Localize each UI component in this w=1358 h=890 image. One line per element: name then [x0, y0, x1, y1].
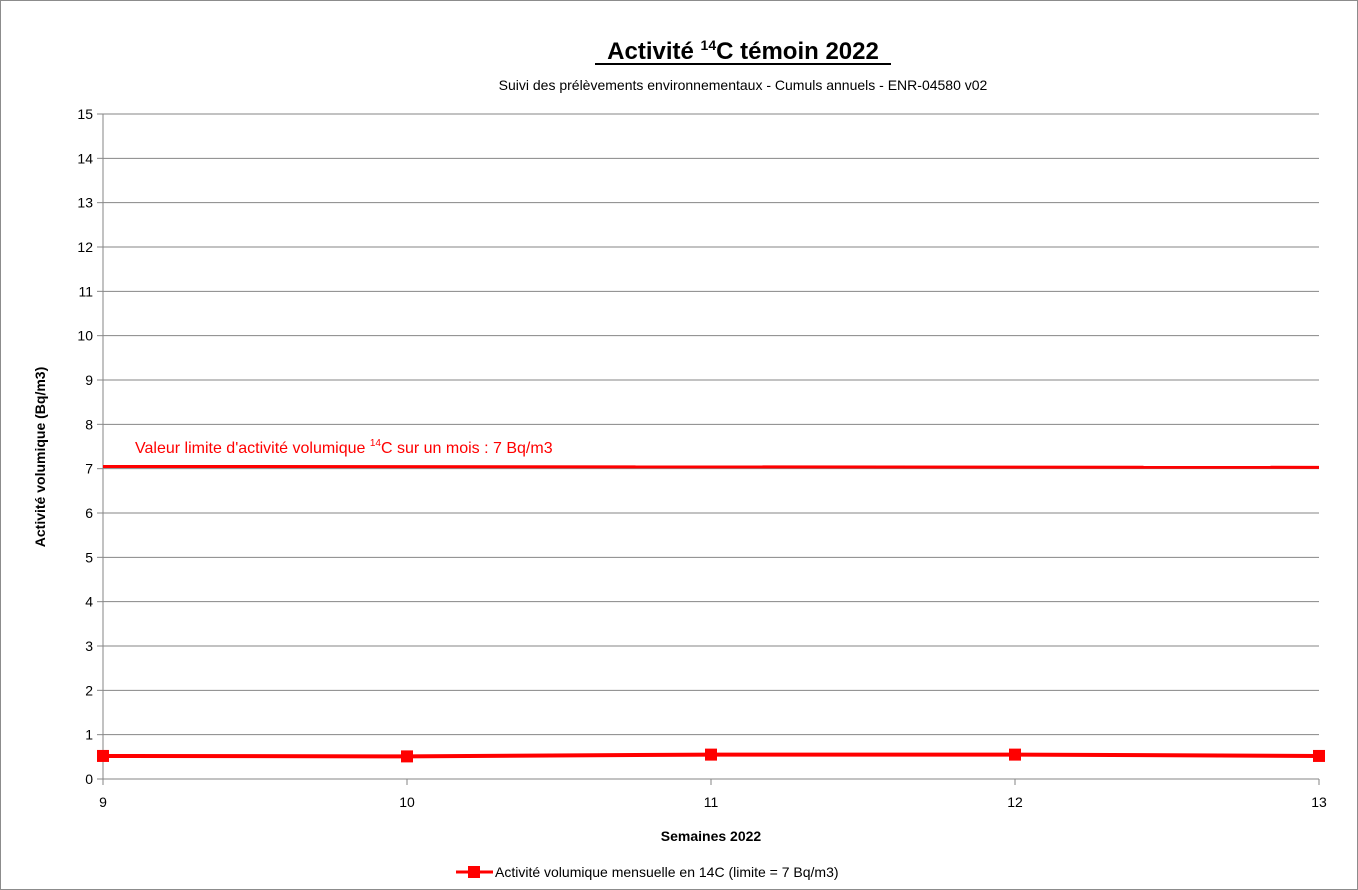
x-tick-label-11: 11	[704, 794, 719, 810]
y-tick-label-1: 1	[85, 727, 93, 743]
x-tick-label-13: 13	[1311, 794, 1327, 810]
chart-subtitle: Suivi des prélèvements environnementaux …	[499, 77, 988, 93]
x-axis-label: Semaines 2022	[661, 828, 762, 844]
data-point-0-2	[705, 748, 717, 761]
y-tick-label-0: 0	[85, 771, 93, 787]
limit-line	[102, 464, 1320, 469]
x-tick-label-9: 9	[99, 794, 107, 810]
data-point-0-4	[1313, 749, 1325, 762]
x-axis-ticks: 9 10 11 12 13	[99, 779, 1327, 810]
legend-label: Activité volumique mensuelle en 14C (lim…	[495, 864, 839, 880]
x-tick-label-12: 12	[1007, 794, 1023, 810]
y-tick-label-3: 3	[85, 638, 93, 654]
legend: Activité volumique mensuelle en 14C (lim…	[456, 864, 839, 880]
y-tick-label-2: 2	[85, 682, 93, 698]
y-tick-label-11: 11	[78, 283, 93, 299]
y-tick-label-13: 13	[77, 195, 93, 211]
y-tick-label-5: 5	[85, 549, 93, 565]
y-tick-label-14: 14	[77, 150, 93, 166]
chart-title-sup: 14	[701, 37, 717, 53]
y-tick-label-9: 9	[85, 372, 93, 388]
limit-line-label: Valeur limite d'activité volumique 14C s…	[135, 438, 553, 457]
legend-marker-swatch	[468, 866, 480, 878]
gridlines	[103, 113, 1319, 736]
data-point-0-0	[97, 749, 109, 762]
data-point-0-3	[1009, 748, 1021, 761]
y-tick-label-6: 6	[85, 505, 93, 521]
y-tick-label-12: 12	[77, 239, 93, 255]
y-tick-label-15: 15	[77, 106, 93, 122]
y-axis-label: Activité volumique (Bq/m3)	[32, 367, 48, 547]
y-tick-label-4: 4	[85, 594, 93, 610]
chart-title: Activité 14C témoin 2022	[607, 37, 879, 65]
data-point-0-1	[401, 750, 413, 763]
y-tick-label-8: 8	[85, 416, 93, 432]
y-tick-label-10: 10	[77, 328, 93, 344]
x-tick-label-10: 10	[399, 794, 415, 810]
limit-line-label-sup: 14	[370, 438, 382, 449]
y-tick-label-7: 7	[85, 461, 93, 477]
series-activite-volumique	[97, 748, 1325, 763]
